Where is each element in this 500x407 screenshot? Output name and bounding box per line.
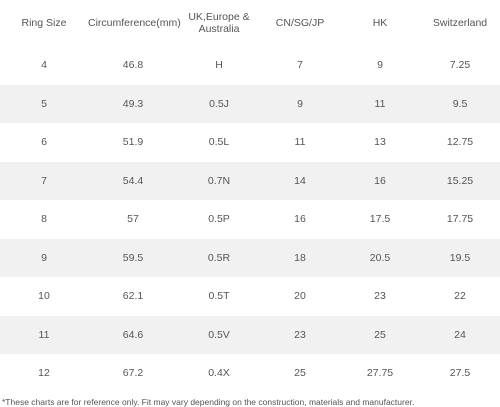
cell-circumference: 49.3 [88,84,178,123]
table-row: 6 51.9 0.5L 11 13 12.75 [0,123,500,162]
cell-uk-europe-australia: 0.5V [178,315,260,354]
header-cn-sg-jp: CN/SG/JP [260,0,340,46]
cell-uk-europe-australia: 0.5L [178,123,260,162]
cell-switzerland: 15.25 [420,161,500,200]
table-row: 12 67.2 0.4X 25 27.75 27.5 [0,354,500,393]
table-row: 11 64.6 0.5V 23 25 24 [0,315,500,354]
cell-switzerland: 7.25 [420,46,500,85]
cell-switzerland: 24 [420,315,500,354]
table-body: 4 46.8 H 7 9 7.25 5 49.3 0.5J 9 11 9.5 6 51.9 0.5L 11 13… [0,46,500,393]
header-uk-europe-australia: UK,Europe & Australia [178,0,260,46]
table-row: 7 54.4 0.7N 14 16 15.25 [0,161,500,200]
table-row: 5 49.3 0.5J 9 11 9.5 [0,84,500,123]
cell-switzerland: 9.5 [420,84,500,123]
cell-cn-sg-jp: 11 [260,123,340,162]
header-hk: HK [340,0,420,46]
cell-hk: 25 [340,315,420,354]
cell-cn-sg-jp: 25 [260,354,340,393]
header-ring-size: Ring Size [0,0,88,46]
header-switzerland: Switzerland [420,0,500,46]
cell-cn-sg-jp: 16 [260,200,340,239]
cell-hk: 20.5 [340,238,420,277]
cell-ring-size: 4 [0,46,88,85]
cell-uk-europe-australia: 0.5P [178,200,260,239]
cell-hk: 23 [340,277,420,316]
table-row: 8 57 0.5P 16 17.5 17.75 [0,200,500,239]
cell-ring-size: 9 [0,238,88,277]
cell-uk-europe-australia: H [178,46,260,85]
header-row: Ring Size Circumference(mm) UK,Europe & … [0,0,500,46]
cell-ring-size: 12 [0,354,88,393]
table-header: Ring Size Circumference(mm) UK,Europe & … [0,0,500,46]
cell-uk-europe-australia: 0.7N [178,161,260,200]
ring-size-table: Ring Size Circumference(mm) UK,Europe & … [0,0,500,393]
cell-switzerland: 22 [420,277,500,316]
cell-uk-europe-australia: 0.5J [178,84,260,123]
cell-ring-size: 6 [0,123,88,162]
cell-circumference: 64.6 [88,315,178,354]
cell-ring-size: 10 [0,277,88,316]
cell-ring-size: 7 [0,161,88,200]
cell-switzerland: 27.5 [420,354,500,393]
cell-hk: 17.5 [340,200,420,239]
cell-cn-sg-jp: 18 [260,238,340,277]
cell-circumference: 54.4 [88,161,178,200]
cell-cn-sg-jp: 20 [260,277,340,316]
cell-circumference: 62.1 [88,277,178,316]
cell-switzerland: 17.75 [420,200,500,239]
cell-switzerland: 19.5 [420,238,500,277]
cell-circumference: 51.9 [88,123,178,162]
cell-cn-sg-jp: 9 [260,84,340,123]
cell-circumference: 46.8 [88,46,178,85]
cell-uk-europe-australia: 0.5R [178,238,260,277]
cell-ring-size: 11 [0,315,88,354]
table-row: 10 62.1 0.5T 20 23 22 [0,277,500,316]
cell-uk-europe-australia: 0.4X [178,354,260,393]
cell-circumference: 57 [88,200,178,239]
cell-ring-size: 5 [0,84,88,123]
cell-hk: 13 [340,123,420,162]
cell-hk: 16 [340,161,420,200]
cell-switzerland: 12.75 [420,123,500,162]
cell-uk-europe-australia: 0.5T [178,277,260,316]
cell-cn-sg-jp: 7 [260,46,340,85]
cell-hk: 9 [340,46,420,85]
cell-hk: 11 [340,84,420,123]
cell-hk: 27.75 [340,354,420,393]
table-row: 9 59.5 0.5R 18 20.5 19.5 [0,238,500,277]
cell-cn-sg-jp: 23 [260,315,340,354]
table-row: 4 46.8 H 7 9 7.25 [0,46,500,85]
cell-circumference: 67.2 [88,354,178,393]
header-circumference: Circumference(mm) [88,0,181,46]
cell-cn-sg-jp: 14 [260,161,340,200]
footnote: *These charts are for reference only. Fi… [2,396,415,407]
cell-circumference: 59.5 [88,238,178,277]
cell-ring-size: 8 [0,200,88,239]
